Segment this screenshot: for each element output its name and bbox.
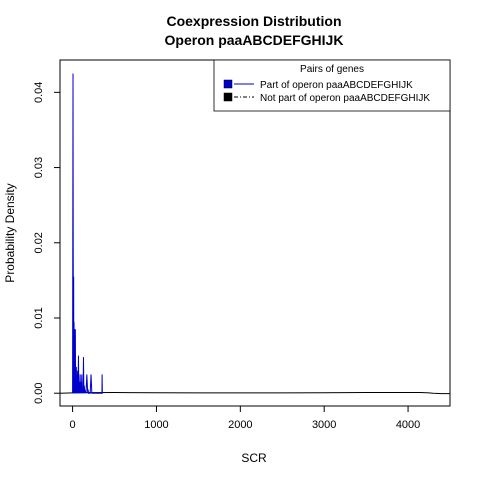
series-line-not-part-of-operon — [60, 391, 450, 395]
legend-label-not-part-of-operon: Not part of operon paaABCDEFGHIJK — [260, 93, 430, 104]
y-tick-label: 0.02 — [33, 232, 45, 253]
y-tick-label: 0.01 — [33, 307, 45, 328]
legend-label-part-of-operon: Part of operon paaABCDEFGHIJK — [260, 80, 413, 91]
chart-title: Coexpression Distribution — [166, 13, 341, 29]
y-tick-label: 0.00 — [33, 383, 45, 404]
x-tick-label: 3000 — [312, 419, 336, 431]
x-axis: 0 1000 2000 3000 4000 — [70, 406, 420, 431]
y-tick-label: 0.03 — [33, 157, 45, 178]
y-tick-label: 0.04 — [33, 82, 45, 103]
y-axis-label: Probability Density — [3, 183, 17, 282]
chart-subtitle: Operon paaABCDEFGHIJK — [165, 32, 344, 48]
x-tick-label: 0 — [70, 419, 76, 431]
series-layer — [60, 73, 450, 395]
y-axis: 0.00 0.01 0.02 0.03 0.04 — [33, 82, 60, 404]
x-tick-label: 4000 — [396, 419, 420, 431]
legend: Pairs of genes Part of operon paaABCDEFG… — [213, 59, 451, 112]
legend-title: Pairs of genes — [300, 64, 364, 75]
series-line-part-of-operon — [72, 73, 103, 394]
x-tick-label: 1000 — [144, 419, 168, 431]
legend-swatch-not-part-of-operon — [223, 92, 233, 102]
x-axis-label: SCR — [241, 451, 267, 465]
legend-swatch-part-of-operon — [223, 79, 233, 89]
legend-box — [213, 59, 451, 112]
x-tick-label: 2000 — [228, 419, 252, 431]
